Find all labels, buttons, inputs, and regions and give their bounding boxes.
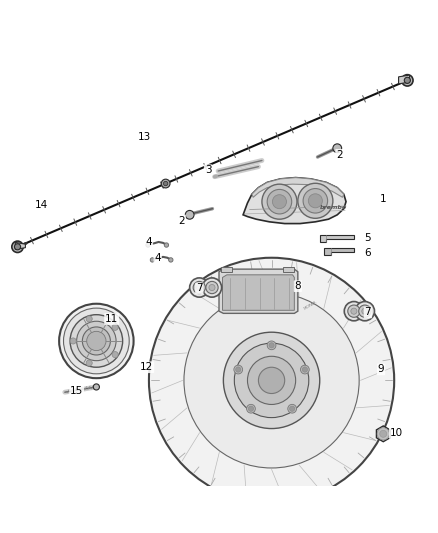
Text: MOPAR: MOPAR [304, 301, 318, 311]
Circle shape [308, 194, 322, 208]
Circle shape [163, 181, 168, 185]
Circle shape [70, 338, 76, 344]
Circle shape [112, 324, 118, 330]
Text: 15: 15 [70, 386, 83, 397]
Circle shape [362, 308, 368, 314]
Polygon shape [219, 269, 298, 313]
Circle shape [196, 285, 202, 290]
Polygon shape [283, 266, 294, 272]
Text: 1: 1 [380, 193, 387, 204]
Circle shape [236, 367, 241, 372]
Text: 4: 4 [154, 253, 161, 263]
Polygon shape [324, 248, 354, 255]
Circle shape [303, 189, 328, 213]
Circle shape [86, 360, 92, 366]
Circle shape [93, 384, 99, 390]
Circle shape [112, 352, 118, 358]
Polygon shape [221, 266, 232, 272]
Circle shape [87, 332, 106, 351]
Text: 4: 4 [145, 237, 152, 247]
Text: 12: 12 [140, 362, 153, 372]
Text: 10: 10 [390, 428, 403, 438]
Circle shape [269, 343, 274, 348]
Circle shape [248, 406, 254, 411]
Circle shape [14, 244, 21, 250]
Circle shape [404, 77, 410, 84]
Text: brembo: brembo [319, 205, 346, 210]
Polygon shape [243, 177, 346, 223]
Circle shape [86, 316, 92, 322]
Circle shape [348, 305, 360, 317]
Circle shape [267, 189, 292, 214]
Circle shape [190, 278, 209, 297]
Text: 7: 7 [196, 284, 203, 293]
Circle shape [185, 211, 194, 219]
Polygon shape [376, 426, 390, 442]
Circle shape [380, 430, 387, 437]
Circle shape [150, 258, 155, 262]
Circle shape [209, 285, 215, 290]
Circle shape [234, 365, 243, 374]
Circle shape [146, 243, 150, 247]
Text: 8: 8 [294, 281, 301, 291]
Circle shape [300, 365, 309, 374]
Circle shape [333, 144, 342, 152]
Circle shape [169, 258, 173, 262]
Polygon shape [15, 243, 25, 249]
Circle shape [161, 179, 170, 188]
Circle shape [77, 321, 116, 361]
Circle shape [290, 406, 295, 411]
Circle shape [59, 304, 134, 378]
Circle shape [302, 367, 307, 372]
Circle shape [149, 258, 394, 503]
Circle shape [184, 293, 359, 468]
Polygon shape [320, 235, 354, 242]
Text: 2: 2 [178, 215, 185, 225]
Text: 14: 14 [35, 200, 48, 210]
Circle shape [64, 308, 129, 374]
Circle shape [262, 184, 297, 219]
Circle shape [202, 278, 222, 297]
Polygon shape [252, 177, 344, 197]
Circle shape [359, 305, 371, 317]
Circle shape [164, 243, 169, 247]
Circle shape [193, 281, 205, 294]
Polygon shape [223, 275, 294, 310]
Text: 3: 3 [205, 165, 212, 175]
Circle shape [288, 405, 297, 413]
Circle shape [267, 341, 276, 350]
Circle shape [206, 281, 218, 294]
Text: 2: 2 [336, 150, 343, 160]
Circle shape [12, 241, 23, 253]
Text: 7: 7 [364, 308, 371, 318]
Circle shape [258, 367, 285, 393]
Text: 5: 5 [364, 233, 371, 243]
Circle shape [247, 405, 255, 413]
Text: 13: 13 [138, 132, 151, 142]
Circle shape [247, 356, 296, 405]
Circle shape [344, 302, 364, 321]
Text: 6: 6 [364, 248, 371, 259]
Text: 9: 9 [378, 365, 385, 374]
Circle shape [223, 332, 320, 429]
Circle shape [355, 302, 374, 321]
Text: 11: 11 [105, 314, 118, 324]
Circle shape [298, 183, 333, 219]
Circle shape [70, 314, 123, 367]
Polygon shape [399, 75, 410, 84]
Circle shape [377, 427, 389, 440]
Circle shape [82, 327, 110, 355]
Circle shape [351, 308, 357, 314]
Circle shape [272, 195, 286, 209]
Circle shape [402, 75, 413, 86]
Circle shape [234, 343, 309, 418]
